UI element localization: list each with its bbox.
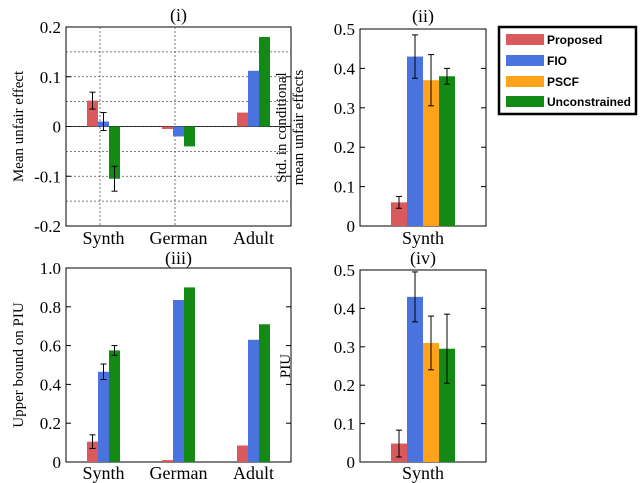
bar-fio-german	[173, 126, 184, 137]
legend: Proposed FIO PSCF Unconstrained	[497, 25, 638, 116]
category-label-synth: Synth	[402, 463, 444, 483]
legend-swatch-fio	[506, 55, 544, 66]
chart-panel-2: 0 0.1 0.2 0.3 0.4 0.5 Synth (ii) Std. in conditi…	[274, 6, 487, 248]
chart-panels: -0.2 -0.1 0 0.1 0.2 Synth German Adult (i) Mean u…	[11, 5, 487, 483]
y-tick-label: 1.0	[40, 259, 61, 278]
legend-label-fio: FIO	[547, 54, 567, 68]
category-label-adult: Adult	[233, 463, 274, 483]
legend-swatch-unconstrained	[506, 96, 544, 107]
y-tick-label: 0.3	[334, 99, 355, 118]
category-label-synth: Synth	[402, 228, 444, 248]
chart-panel-4: 0 0.1 0.2 0.3 0.4 0.5 Synth (iv) PIU	[278, 248, 487, 483]
legend-swatch-pscf	[506, 76, 544, 87]
y-tick-label: 0	[53, 118, 62, 137]
y-axis-label-line: mean unfair effects	[291, 70, 307, 186]
y-tick-label: 0.2	[334, 376, 355, 395]
panel-title: (ii)	[412, 6, 434, 27]
bar-unconstrained-german	[184, 126, 195, 147]
y-tick-label: 0.1	[334, 178, 355, 197]
y-axis-label-line: Upper bound on PIU	[11, 302, 27, 428]
y-tick-label: 0.4	[334, 299, 356, 318]
panel-title: (iv)	[410, 248, 436, 269]
chart-panel-1: -0.2 -0.1 0 0.1 0.2 Synth German Adult (i) Mean u…	[11, 5, 292, 248]
legend-label-proposed: Proposed	[547, 33, 602, 47]
y-axis-label: Mean unfair effect	[11, 70, 27, 182]
bar-proposed-adult	[237, 112, 248, 127]
bar-unconstrained-german	[184, 287, 195, 462]
y-axis-label: PIU	[278, 354, 294, 378]
y-tick-label: 0.2	[40, 18, 61, 37]
panel-title: (i)	[170, 5, 187, 26]
legend-entry-unconstrained: Unconstrained	[506, 95, 631, 109]
legend-label-pscf: PSCF	[547, 75, 579, 89]
legend-entry-fio: FIO	[506, 54, 567, 68]
bar-proposed-synth	[391, 202, 407, 226]
bar-fio-adult	[248, 70, 259, 127]
bar-unconstrained-adult	[259, 324, 270, 462]
y-tick-label: -0.2	[34, 217, 61, 236]
y-tick-label: 0.5	[334, 261, 355, 280]
category-label-synth: Synth	[82, 228, 124, 248]
panel-title: (iii)	[165, 248, 192, 269]
bar-pscf-synth	[423, 342, 439, 462]
chart-panel-3: 0 0.2 0.4 0.6 0.8 1.0 Synth German Adult (iii) Upp…	[11, 248, 292, 483]
bar-unconstrained-synth	[439, 76, 455, 226]
bar-unconstrained-synth	[109, 126, 120, 179]
bar-proposed-german	[162, 126, 173, 129]
bar-unconstrained-synth	[109, 350, 120, 462]
y-tick-label: 0	[347, 453, 356, 472]
y-tick-label: 0.8	[40, 298, 61, 317]
y-tick-label: 0.4	[334, 59, 356, 78]
category-label-synth: Synth	[82, 463, 124, 483]
bar-proposed-synth	[87, 100, 98, 127]
bar-proposed-adult	[237, 445, 248, 462]
y-tick-label: -0.1	[34, 167, 61, 186]
y-tick-label: 0.2	[334, 138, 355, 157]
bar-fio-adult	[248, 339, 259, 462]
y-tick-label: 0.4	[40, 375, 62, 394]
y-tick-label: 0.2	[40, 414, 61, 433]
bar-proposed-german	[162, 460, 173, 462]
y-tick-label: 0.1	[40, 68, 61, 87]
y-tick-label: 0.5	[334, 20, 355, 39]
y-axis-label-line: Mean unfair effect	[11, 70, 27, 182]
category-label-german: German	[150, 463, 208, 483]
y-tick-label: 0.1	[334, 415, 355, 434]
bar-unconstrained-synth	[439, 348, 455, 462]
bar-fio-german	[173, 300, 184, 462]
y-tick-label: 0	[347, 217, 356, 236]
bar-fio-synth	[407, 56, 423, 226]
bar-proposed-synth	[87, 441, 98, 462]
y-tick-label: 0.3	[334, 338, 355, 357]
y-axis-label-line: Std. in conditional	[274, 72, 290, 182]
bar-fio-synth	[98, 371, 109, 462]
y-tick-label: 0.6	[40, 337, 61, 356]
bar-pscf-synth	[423, 80, 439, 226]
bar-fio-synth	[407, 296, 423, 462]
legend-entry-pscf: PSCF	[506, 75, 579, 89]
y-axis-label-line: PIU	[278, 354, 294, 378]
y-axis-label: Std. in conditionalmean unfair effects	[274, 70, 307, 186]
y-axis-label: Upper bound on PIU	[11, 302, 27, 428]
y-tick-label: 0	[53, 453, 62, 472]
category-label-german: German	[150, 228, 208, 248]
legend-label-unconstrained: Unconstrained	[547, 95, 631, 109]
category-label-adult: Adult	[233, 228, 274, 248]
legend-swatch-proposed	[506, 34, 544, 45]
bar-unconstrained-adult	[259, 36, 270, 127]
legend-entry-proposed: Proposed	[506, 33, 602, 47]
